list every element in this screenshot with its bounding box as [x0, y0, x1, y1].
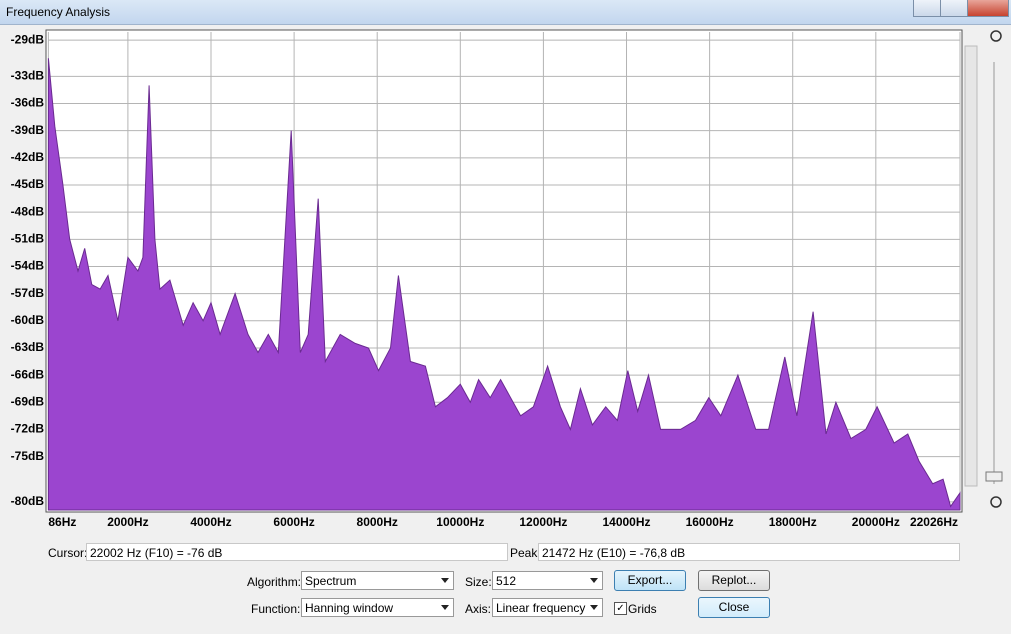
x-tick-label: 6000Hz	[273, 515, 314, 529]
close-button[interactable]: Close	[698, 597, 770, 618]
minimize-button[interactable]	[913, 0, 941, 17]
algorithm-label: Algorithm:	[247, 575, 302, 589]
zoom-out-icon[interactable]	[990, 496, 1002, 508]
y-tick-label: -60dB	[11, 313, 45, 327]
grids-label[interactable]: Grids	[628, 602, 657, 616]
x-tick-label: 2000Hz	[107, 515, 148, 529]
y-tick-label: -66dB	[11, 367, 45, 381]
chart: -29dB -33dB -36dB -39dB -42dB -45dB -48dB -51dB…	[11, 29, 1003, 529]
y-tick-label: -51dB	[11, 231, 45, 245]
y-tick-label: -72dB	[11, 422, 45, 436]
x-tick-label: 86Hz	[48, 515, 76, 529]
cursor-label: Cursor:	[48, 546, 88, 560]
x-tick-label: 12000Hz	[519, 515, 567, 529]
close-window-button[interactable]	[967, 0, 1009, 17]
y-tick-label: -48dB	[11, 204, 45, 218]
axis-select[interactable]: Linear frequency	[492, 598, 603, 617]
y-tick-label: -36dB	[11, 96, 45, 110]
y-tick-label: -29dB	[11, 32, 45, 46]
cursor-field: 22002 Hz (F10) = -76 dB	[86, 543, 508, 561]
size-select[interactable]: 512	[492, 571, 603, 590]
x-tick-label: 10000Hz	[436, 515, 484, 529]
y-tick-label: -54dB	[11, 259, 45, 273]
axis-label: Axis:	[465, 602, 492, 616]
x-tick-label: 16000Hz	[686, 515, 734, 529]
replot-button[interactable]: Replot...	[698, 570, 770, 591]
y-tick-label: -45dB	[11, 177, 45, 191]
y-tick-label: -57dB	[11, 286, 45, 300]
window-title: Frequency Analysis	[6, 5, 111, 19]
x-tick-label: 14000Hz	[602, 515, 650, 529]
export-button[interactable]: Export...	[614, 570, 686, 591]
x-tick-label: 4000Hz	[190, 515, 231, 529]
size-label: Size:	[465, 575, 492, 589]
y-tick-label: -80dB	[11, 494, 45, 508]
function-label: Function:	[251, 602, 301, 616]
y-tick-label: -39dB	[11, 123, 45, 137]
y-tick-label: -63dB	[11, 340, 45, 354]
y-tick-label: -69dB	[11, 394, 45, 408]
x-tick-label: 20000Hz	[852, 515, 900, 529]
scrollbar[interactable]	[964, 45, 978, 487]
zoom-slider-thumb[interactable]	[985, 471, 1003, 482]
function-select[interactable]: Hanning window	[301, 598, 454, 617]
maximize-button[interactable]	[940, 0, 968, 17]
algorithm-select[interactable]: Spectrum	[301, 571, 454, 590]
title-bar: Frequency Analysis	[0, 0, 1011, 25]
peak-field: 21472 Hz (E10) = -76,8 dB	[538, 543, 960, 561]
grids-checkbox[interactable]: ✓	[614, 602, 627, 615]
y-tick-label: -33dB	[11, 69, 45, 83]
y-tick-label: -75dB	[11, 449, 45, 463]
x-tick-label: 22026Hz	[910, 515, 958, 529]
y-tick-label: -42dB	[11, 150, 45, 164]
peak-label: Peak:	[510, 546, 541, 560]
x-tick-label: 8000Hz	[357, 515, 398, 529]
x-tick-label: 18000Hz	[769, 515, 817, 529]
spectrum-area	[47, 58, 961, 511]
zoom-in-icon[interactable]	[990, 30, 1002, 42]
